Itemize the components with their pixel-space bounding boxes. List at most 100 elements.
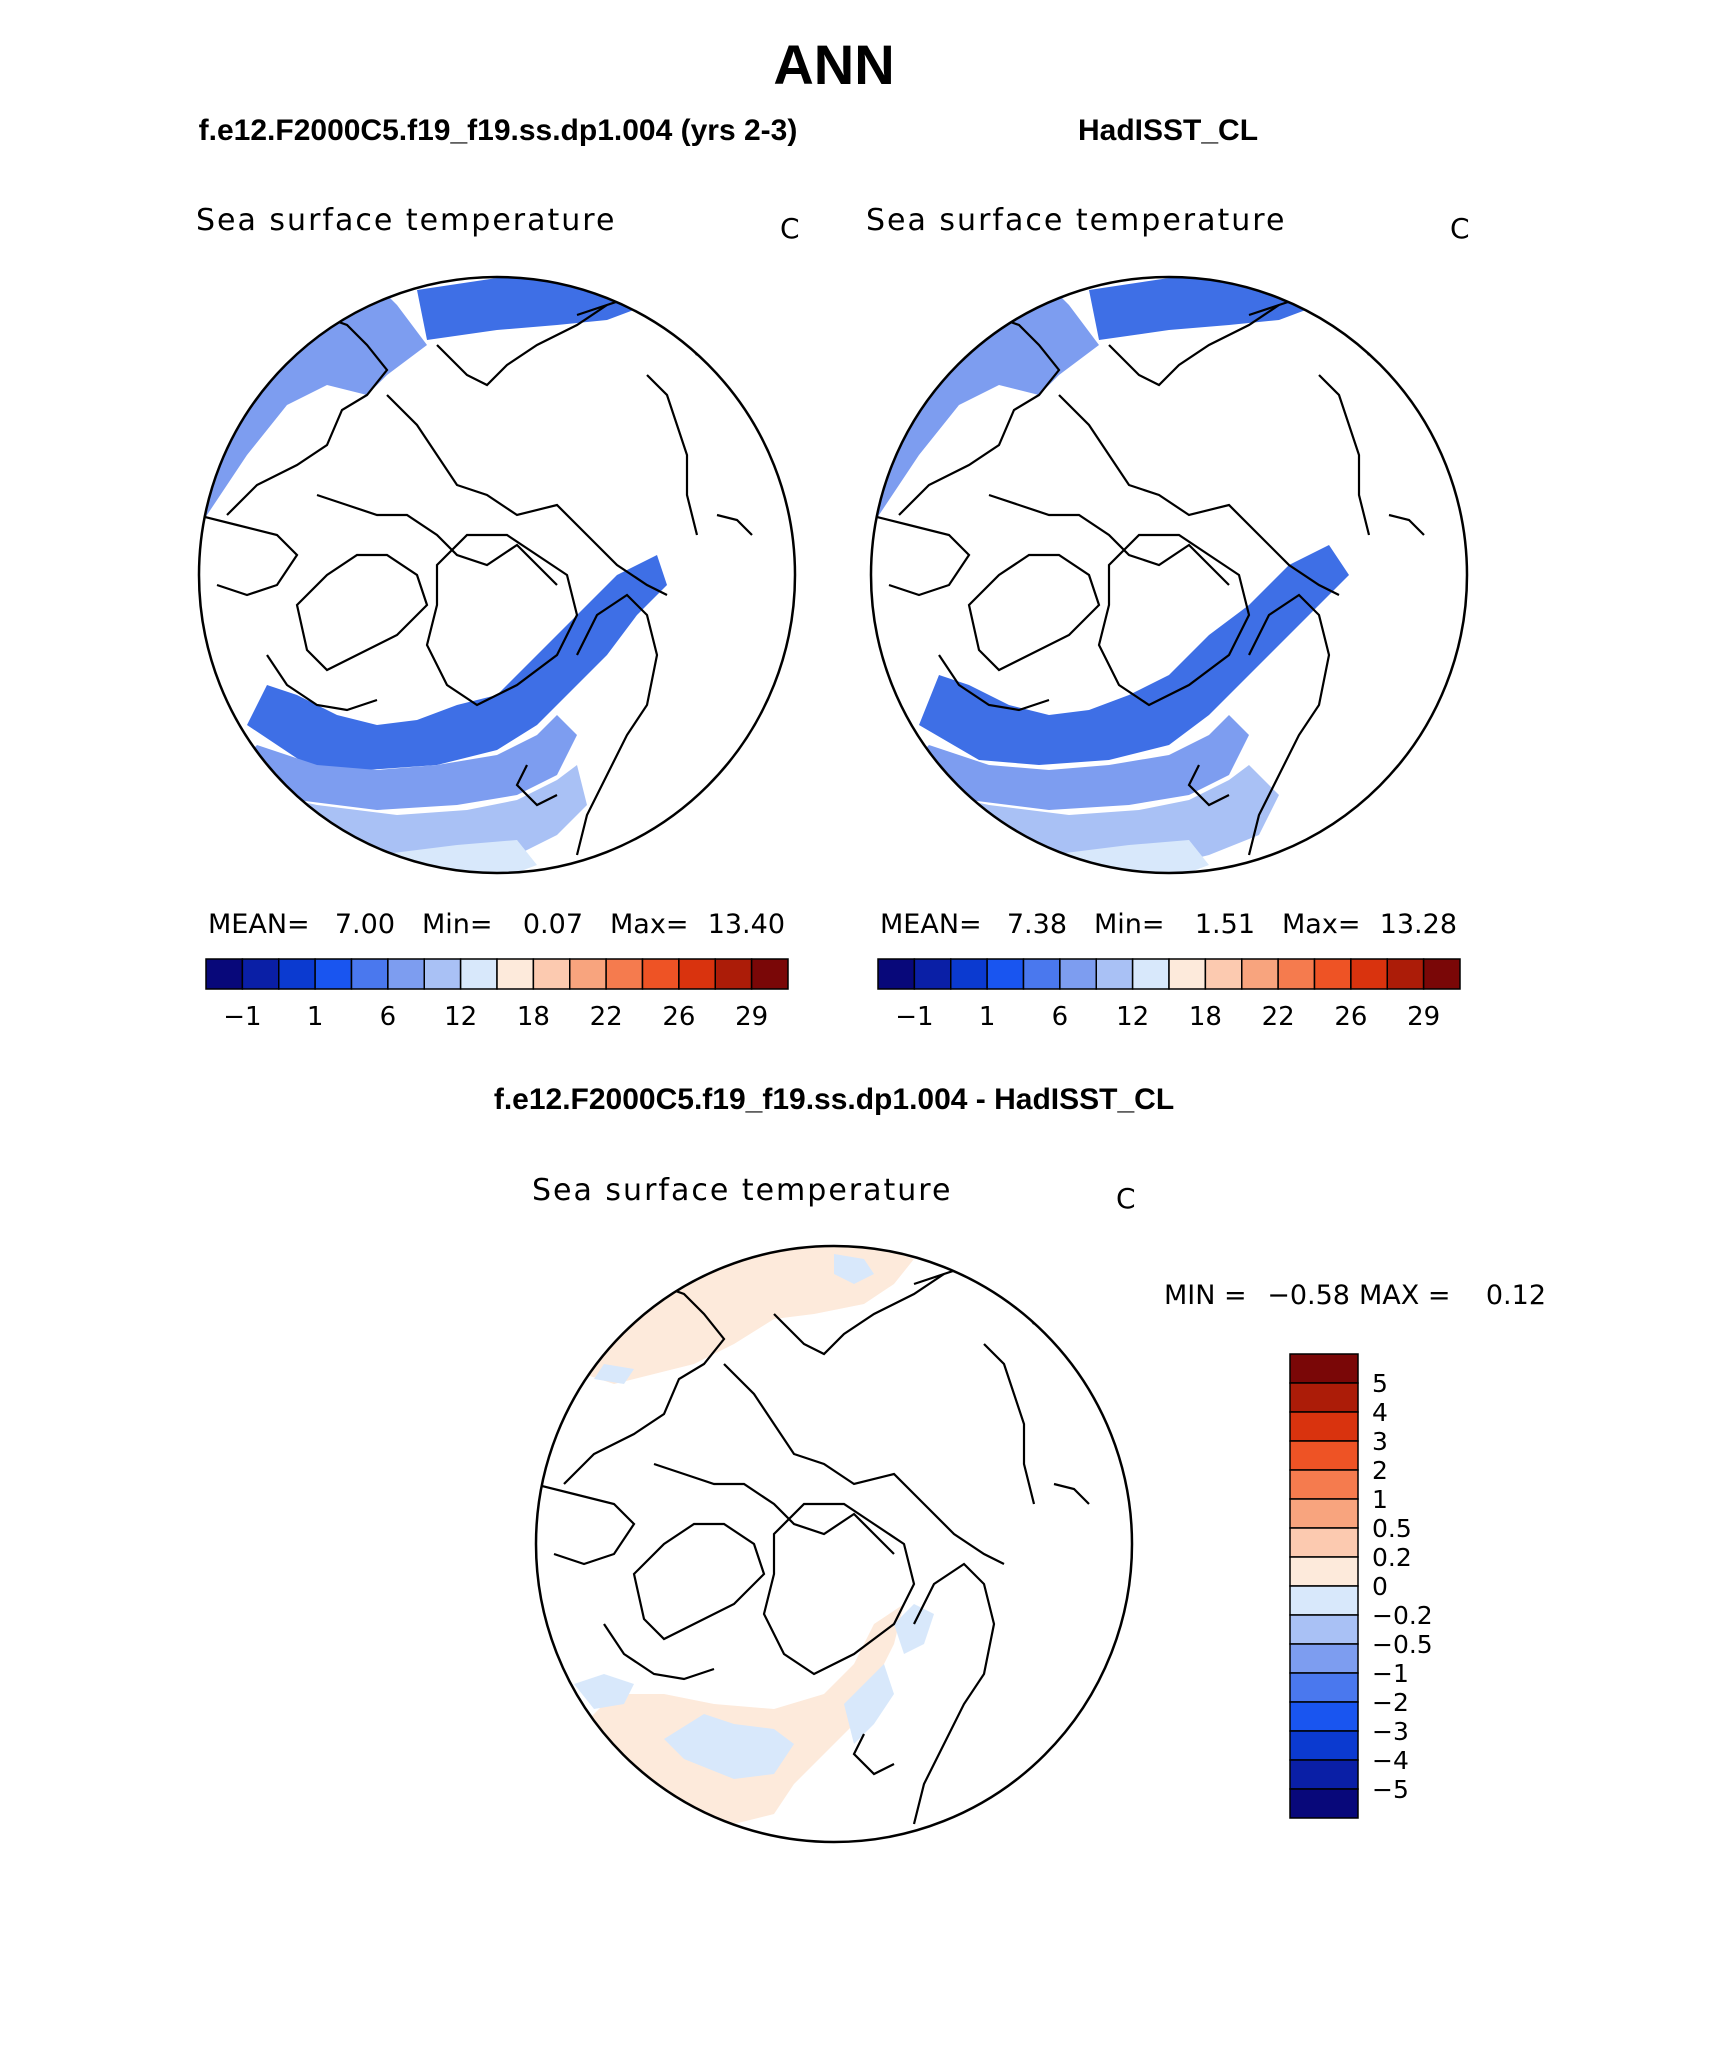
polar-map [534, 1244, 1134, 1844]
colorbar-tick-label: 2 [1372, 1456, 1388, 1485]
colorbar-swatch [1289, 1498, 1359, 1529]
colorbar-swatch [1131, 958, 1170, 990]
colorbar-swatch [1422, 958, 1461, 990]
colorbar-tick-label: 29 [735, 1002, 768, 1032]
colorbar-tick-label: 3 [1372, 1427, 1388, 1456]
min-value: 1.51 [1195, 909, 1255, 940]
colorbar-tick-label: −0.5 [1372, 1630, 1433, 1659]
units-label: C [1450, 212, 1470, 245]
min-label: MIN = [1164, 1280, 1247, 1311]
colorbar-swatch [1168, 958, 1207, 990]
coastlines [536, 1246, 1090, 1825]
colorbar-swatch [1095, 958, 1134, 990]
colorbar-tick-label: 1 [307, 1002, 324, 1032]
max-label: Max= [1282, 909, 1360, 940]
colorbar-swatch [1277, 958, 1316, 990]
max-value: 0.12 [1486, 1280, 1546, 1311]
colorbar-swatch [532, 958, 571, 990]
colorbar-swatch [496, 958, 535, 990]
colorbar-tick-label: 6 [380, 1002, 397, 1032]
min-value: 0.07 [523, 909, 583, 940]
max-value: 13.40 [708, 909, 785, 940]
diff-fill-atlantic-cool [574, 1604, 934, 1779]
colorbar-tick-label: −3 [1372, 1717, 1409, 1746]
polar-map [197, 275, 797, 875]
colorbar-swatch [913, 958, 952, 990]
colorbar-tick-label: 0.5 [1372, 1514, 1412, 1543]
colorbar-swatch [1289, 1556, 1359, 1587]
coastlines [871, 277, 1425, 856]
difference-heading: f.e12.F2000C5.f19_f19.ss.dp1.004 - HadIS… [494, 1083, 1174, 1116]
coastlines [199, 277, 753, 856]
colorbar-swatch [1350, 958, 1388, 990]
sst-fill-atlantic-deep [247, 555, 667, 770]
colorbar-swatch [350, 958, 389, 990]
panel-heading-model: f.e12.F2000C5.f19_f19.ss.dp1.004 (yrs 2-… [199, 114, 798, 147]
colorbar-tick-label: 5 [1372, 1369, 1388, 1398]
colorbar-swatch [1289, 1672, 1359, 1703]
max-value: 13.28 [1380, 909, 1457, 940]
colorbar-tick-label: 12 [444, 1002, 477, 1032]
colorbar-tick-label: 29 [1407, 1002, 1440, 1032]
colorbar-swatch [278, 958, 316, 990]
min-value: −0.58 [1267, 1280, 1350, 1311]
mean-value: 7.38 [1007, 909, 1067, 940]
colorbar-swatch [1059, 958, 1097, 990]
max-label: MAX = [1359, 1280, 1450, 1311]
units-label: C [780, 212, 800, 245]
variable-label: Sea surface temperature [196, 203, 616, 238]
colorbar-swatch [1022, 958, 1061, 990]
diff-fill-atlantic-warm [584, 1604, 904, 1824]
colorbar-tick-label: −5 [1372, 1775, 1409, 1804]
colorbar-tick-label: 1 [979, 1002, 996, 1032]
colorbar-swatch [714, 958, 753, 990]
colorbar-tick-label: 18 [517, 1002, 550, 1032]
colorbar-tick-label: 4 [1372, 1398, 1388, 1427]
map-panel-obs: Sea surface temperature C [866, 203, 1470, 1032]
colorbar-swatch [986, 958, 1025, 990]
colorbar-tick-label: 6 [1052, 1002, 1069, 1032]
colorbar-tick-label: −2 [1372, 1688, 1409, 1717]
colorbar-swatch [387, 958, 425, 990]
colorbar-tick-label: −1 [1372, 1659, 1409, 1688]
colorbar-tick-label: 0 [1372, 1572, 1388, 1601]
colorbar-swatch [205, 958, 244, 990]
colorbar-swatch [1289, 1701, 1359, 1732]
mean-label: MEAN= [880, 909, 982, 940]
map-panel-model: Sea surface temperature C [196, 203, 800, 1032]
units-label: C [1116, 1182, 1136, 1215]
colorbar-swatch [1289, 1585, 1359, 1616]
colorbar-swatch [241, 958, 280, 990]
colorbar-swatch [423, 958, 462, 990]
colorbar-swatch [1289, 1788, 1359, 1819]
colorbar-tick-label: −4 [1372, 1746, 1409, 1775]
colorbar-swatch [1289, 1527, 1359, 1558]
colorbar-swatch [1241, 958, 1279, 990]
stats-line: MEAN= 7.00 Min= 0.07 Max= 13.40 [208, 909, 785, 940]
colorbar-swatch [1289, 1440, 1359, 1471]
colorbar-swatch [1313, 958, 1352, 990]
colorbar-swatch [1289, 1469, 1359, 1500]
colorbar-tick-label: 26 [662, 1002, 695, 1032]
sst-fill-atlantic-mid [899, 715, 1249, 810]
colorbar-swatch [1289, 1382, 1359, 1413]
figure-title: ANN [773, 33, 894, 96]
sst-fill-atlantic-mid [227, 715, 577, 810]
colorbar-tick-label: 1 [1372, 1485, 1388, 1514]
colorbar-swatch [459, 958, 498, 990]
mean-value: 7.00 [335, 909, 395, 940]
colorbar-swatch [1289, 1353, 1359, 1384]
variable-label: Sea surface temperature [532, 1173, 952, 1208]
colorbar-swatch [750, 958, 789, 990]
stats-line: MEAN= 7.38 Min= 1.51 Max= 13.28 [880, 909, 1457, 940]
colorbar-tick-label: 18 [1189, 1002, 1222, 1032]
colorbar-swatch [1289, 1643, 1359, 1674]
diff-fill-pacific-warm [584, 1246, 914, 1384]
colorbar-swatch [1289, 1411, 1359, 1442]
colorbar-swatch [314, 958, 353, 990]
colorbar-tick-label: −0.2 [1372, 1601, 1433, 1630]
colorbar-tick-label: −1 [223, 1002, 261, 1032]
variable-label: Sea surface temperature [866, 203, 1286, 238]
